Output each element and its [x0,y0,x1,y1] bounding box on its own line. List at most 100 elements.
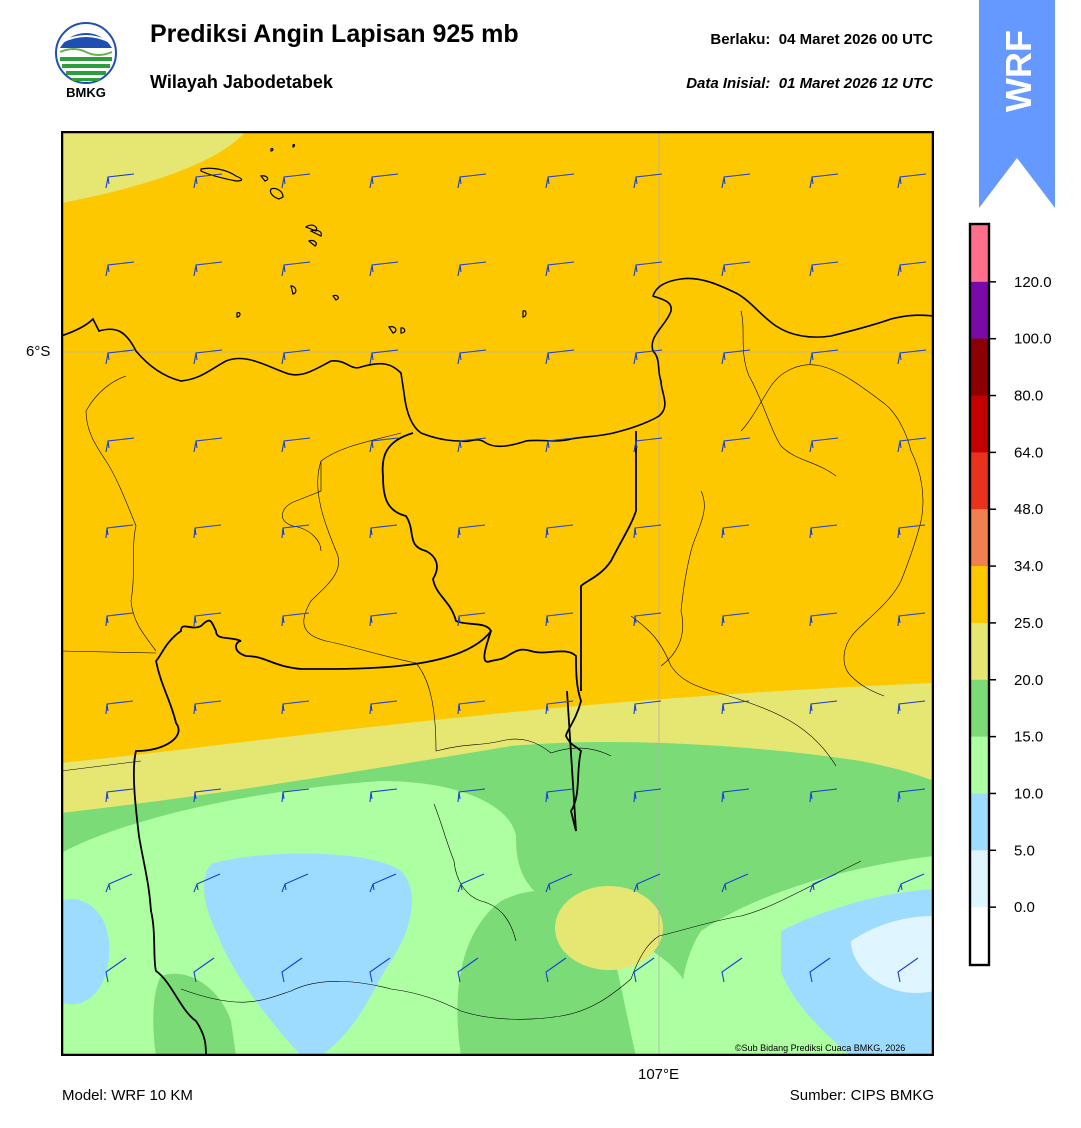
wind-barb [281,873,309,893]
colorbar-tick-label: 100.0 [1014,331,1052,348]
wind-barb [369,957,391,983]
wind-barb [193,957,215,983]
colorbar-cell [971,679,988,738]
wind-barb [809,173,839,189]
colorbar-tick-label: 120.0 [1014,274,1052,291]
lat-label: 6°S [26,343,51,360]
wind-barb [897,612,926,627]
wind-barb [897,437,927,453]
colorbar-tick-label: 80.0 [1014,388,1043,405]
init-time: Data Inisial: 01 Maret 2026 12 UTC [686,75,933,92]
wind-barb [193,612,222,627]
source-label: Sumber: CIPS BMKG [789,1087,934,1104]
wind-barb [369,700,398,715]
wind-barb [369,788,398,803]
wind-barb [281,173,311,189]
wind-barb [545,788,574,803]
wind-barb [545,349,575,365]
colorbar-cell [971,907,988,965]
wind-barb [193,700,222,715]
colorbar-tick-label: 10.0 [1014,785,1043,802]
wind-barb [369,612,398,627]
valid-time: Berlaku: 04 Maret 2026 00 UTC [710,31,933,48]
wind-barb [105,873,133,893]
wind-barb [369,173,399,189]
wind-barb [105,437,135,453]
colorbar-tick-label: 64.0 [1014,444,1043,461]
wind-barb [281,261,311,277]
colorbar-tick-label: 34.0 [1014,558,1043,575]
wind-barb [809,261,839,277]
colorbar-tick-label: 48.0 [1014,501,1043,518]
valid-value: 04 Maret 2026 00 UTC [778,31,933,48]
colorbar-cell [971,850,988,908]
coastline [61,277,934,448]
colorbar-cell [971,225,988,283]
wind-barb [721,612,750,627]
wind-barb [457,173,487,189]
wind-barb [281,437,311,453]
wind-barb [721,437,751,453]
wind-barb [105,524,134,539]
wind-barb [897,788,926,803]
logo-label: BMKG [66,85,106,100]
wind-barb [897,700,926,715]
wind-barb [721,788,750,803]
wind-barb [193,261,223,277]
wind-barb [457,349,487,365]
colorbar-tick-label: 5.0 [1014,842,1035,859]
wind-barb [457,788,486,803]
wind-barb [281,612,310,627]
wind-barb [809,700,838,715]
colorbar-cell [971,509,988,567]
wind-barb [105,700,134,715]
wind-barb [281,700,310,715]
wind-zone-5-10-central [204,853,412,1056]
wind-barb [457,437,487,453]
wind-barb [369,873,397,893]
wind-barb [281,524,310,539]
colorbar-frame [968,222,991,967]
map-frame [61,131,934,1056]
wind-barb [633,700,662,715]
colorbar-cell [971,338,988,397]
wind-barb [721,524,750,539]
init-label: Data Inisial: [686,75,771,92]
wind-barb [105,612,134,627]
wind-barb [545,261,575,277]
wind-barb [897,957,919,983]
colorbar-cell [971,566,988,624]
valid-label: Berlaku: [710,31,771,48]
district-borders [61,310,924,1020]
wind-barb [193,349,223,365]
wind-barb [369,437,399,453]
wind-barb [545,700,574,715]
wind-barb [545,437,575,453]
wind-barbs [105,173,927,983]
wind-zone-0-5 [851,916,934,993]
wind-barb [193,173,223,189]
wind-barb [457,700,486,715]
province-border [381,431,637,832]
wind-barb [457,524,486,539]
wind-barb [897,173,927,189]
colorbar-tick-label: 25.0 [1014,615,1043,632]
wind-barb [721,700,750,715]
wind-barb [193,524,222,539]
wind-barb [193,788,222,803]
wind-barb [721,873,749,893]
colorbar-cell [971,452,988,510]
wind-barb [721,349,751,365]
wind-barb [897,524,926,539]
wind-barb [457,873,485,893]
bmkg-logo-icon [55,22,117,84]
wind-barb [721,957,743,983]
map-credit: ©Sub Bidang Prediksi Cuaca BMKG, 2026 [735,1043,906,1053]
wind-barb [809,788,838,803]
province-border-west [132,619,492,1056]
colorbar-cell [971,736,988,794]
wind-barb [809,524,838,539]
wind-barb [897,349,927,365]
wind-barb [545,957,567,983]
colorbar-cell [971,281,988,340]
